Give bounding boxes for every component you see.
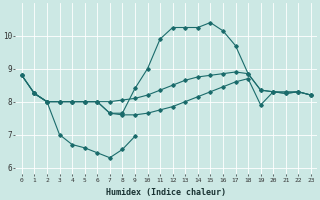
- X-axis label: Humidex (Indice chaleur): Humidex (Indice chaleur): [106, 188, 226, 197]
